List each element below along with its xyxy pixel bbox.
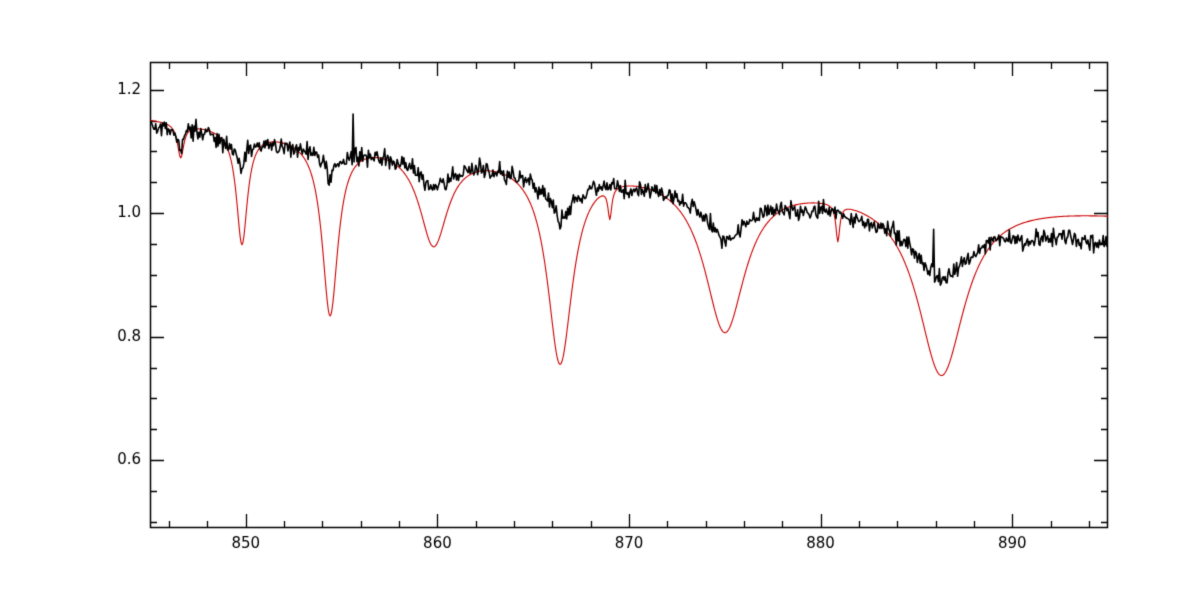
chart-canvas [0, 0, 1200, 600]
spectrum-plot-window: 7.8703896 4.1578326 1.0000000 1.6700589 … [0, 0, 1200, 600]
